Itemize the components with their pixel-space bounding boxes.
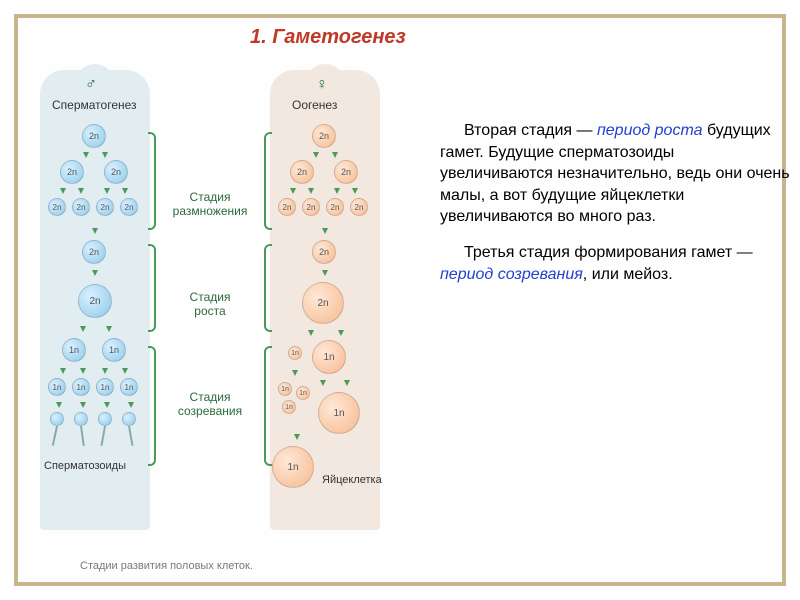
polar-body: 1n — [296, 386, 310, 400]
m-cell: 1n — [120, 378, 138, 396]
m-grown-cell: 2n — [78, 284, 112, 318]
content-area: ♂ ♀ Сперматогенез Оогенез Стадия размнож… — [20, 60, 780, 580]
male-column-title: Сперматогенез — [52, 98, 137, 112]
sperm-head — [50, 412, 64, 426]
slide-title: 1. Гаметогенез — [250, 26, 406, 49]
p1-keyword: период роста — [597, 122, 703, 139]
female-column-title: Оогенез — [292, 98, 337, 112]
label-maturation: Стадия созревания — [160, 390, 260, 418]
gametogenesis-diagram: ♂ ♀ Сперматогенез Оогенез Стадия размнож… — [30, 70, 400, 570]
f-cell: 2n — [350, 198, 368, 216]
f-cell: 2n — [312, 240, 336, 264]
f-cell: 2n — [290, 160, 314, 184]
p2-keyword: период созревания — [440, 266, 583, 283]
female-symbol: ♀ — [316, 76, 328, 94]
m-cell: 2n — [82, 240, 106, 264]
f-cell: 2n — [334, 160, 358, 184]
f-cell: 2n — [326, 198, 344, 216]
m-cell: 2n — [60, 160, 84, 184]
bracket-m3 — [148, 346, 156, 466]
male-symbol: ♂ — [85, 76, 97, 94]
m-cell: 2n — [82, 124, 106, 148]
sperm-head — [74, 412, 88, 426]
bracket-m2 — [148, 244, 156, 332]
egg-label: Яйцеклетка — [322, 474, 382, 486]
egg-cell: 1n — [318, 392, 360, 434]
bracket-m1 — [148, 132, 156, 230]
sperm-head — [98, 412, 112, 426]
polar-body: 1n — [278, 382, 292, 396]
label-growth: Стадия роста — [160, 290, 260, 318]
m-cell: 1n — [62, 338, 86, 362]
m-cell: 2n — [104, 160, 128, 184]
p1-lead: Вторая стадия — — [464, 122, 597, 139]
f-cell: 2n — [302, 198, 320, 216]
paragraph-1: Вторая стадия — период роста будущих гам… — [440, 120, 790, 228]
f-grown-cell: 2n — [302, 282, 344, 324]
m-cell: 2n — [72, 198, 90, 216]
m-cell: 1n — [96, 378, 114, 396]
m-cell: 2n — [96, 198, 114, 216]
m-cell: 1n — [48, 378, 66, 396]
diagram-caption: Стадии развития половых клеток. — [80, 560, 253, 572]
m-cell: 2n — [120, 198, 138, 216]
m-cell: 1n — [102, 338, 126, 362]
polar-body: 1n — [282, 400, 296, 414]
description-text: Вторая стадия — период роста будущих гам… — [440, 120, 790, 299]
bracket-f3 — [264, 346, 272, 466]
f-cell: 2n — [278, 198, 296, 216]
f-cell: 2n — [312, 124, 336, 148]
m-cell: 1n — [72, 378, 90, 396]
sperm-label: Сперматозоиды — [44, 460, 126, 472]
f-cell: 1n — [312, 340, 346, 374]
p2-rest: , или мейоз. — [583, 266, 673, 283]
paragraph-2: Третья стадия формирования гамет — перио… — [440, 242, 790, 285]
egg-cell-final: 1n — [272, 446, 314, 488]
bracket-f1 — [264, 132, 272, 230]
p2-lead: Третья стадия формирования гамет — — [464, 244, 753, 261]
m-cell: 2n — [48, 198, 66, 216]
polar-body: 1n — [288, 346, 302, 360]
sperm-head — [122, 412, 136, 426]
bracket-f2 — [264, 244, 272, 332]
label-reproduction: Стадия размножения — [160, 190, 260, 218]
